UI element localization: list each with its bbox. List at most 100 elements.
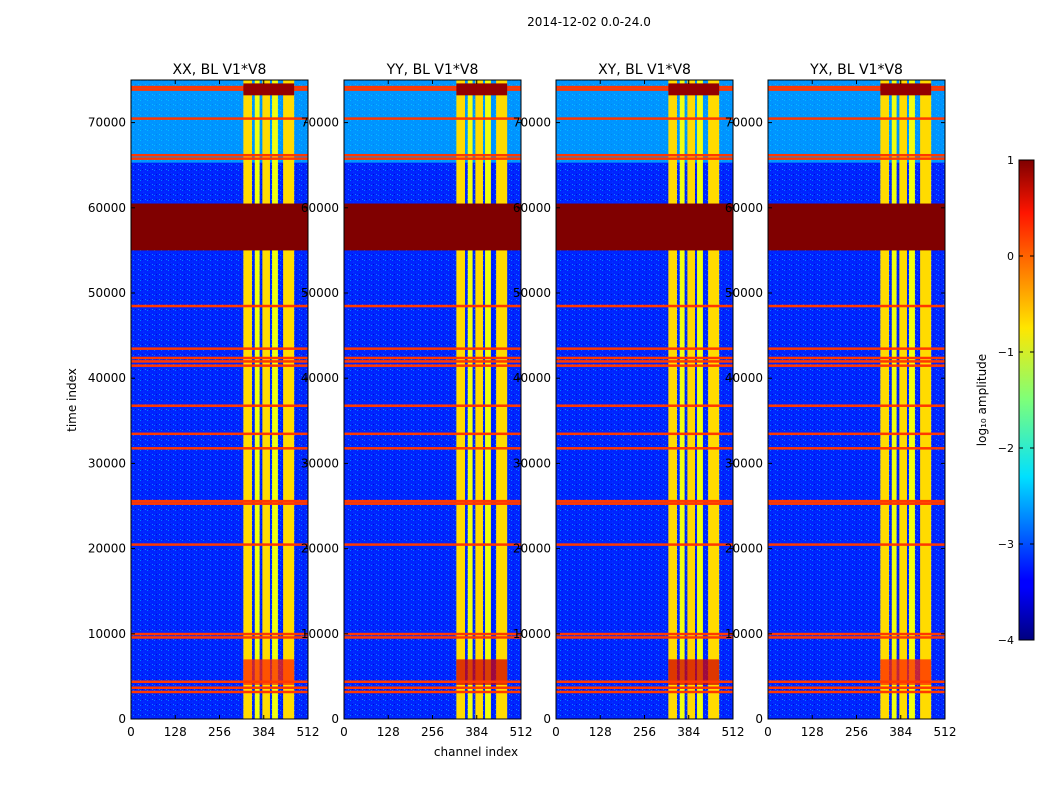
colorbar: −4 −3 −2 −1 0 1: [998, 154, 1035, 647]
y-tick-label: 20000: [88, 542, 126, 556]
flagged-row: [768, 502, 945, 505]
flagged-row: [556, 686, 733, 689]
y-tick-label: 0: [543, 712, 551, 726]
flagged-row: [131, 117, 308, 120]
colorbar-gradient: [1018, 159, 1035, 641]
rfi-band: [262, 80, 270, 719]
flagged-row: [344, 543, 521, 546]
flagged-row: [556, 88, 733, 91]
flagged-row: [556, 499, 733, 503]
flagged-row: [344, 364, 521, 367]
flagged-row: [131, 543, 308, 546]
flagged-row: [768, 88, 945, 91]
x-tick-label: 0: [127, 725, 135, 739]
x-tick-label: 512: [297, 725, 320, 739]
y-tick-label: 50000: [725, 286, 763, 300]
rfi-band: [467, 80, 473, 719]
flagged-row: [131, 686, 308, 689]
flagged-row: [131, 499, 308, 503]
flagged-row: [344, 632, 521, 636]
saturated-block: [556, 203, 733, 251]
rfi-band: [254, 80, 260, 719]
y-tick-label: 40000: [88, 371, 126, 385]
flagged-row: [556, 632, 733, 636]
flagged-row: [131, 85, 308, 89]
panel-xx: XX, BL V1*V8 0 128 256 384 512 0 10000 20000 3000…: [88, 62, 320, 739]
x-tick-label: 512: [934, 725, 957, 739]
flagged-row: [344, 447, 521, 450]
flagged-row: [344, 356, 521, 360]
flagged-row: [131, 364, 308, 367]
x-tick-label: 256: [633, 725, 656, 739]
flagged-row: [131, 636, 308, 639]
flagged-row: [556, 680, 733, 684]
flagged-row: [131, 304, 308, 308]
flagged-row: [344, 502, 521, 505]
flagged-row: [131, 447, 308, 450]
flagged-row: [768, 543, 945, 546]
flagged-row: [344, 85, 521, 89]
suptitle: 2014-12-02 0.0-24.0: [527, 15, 651, 29]
colorbar-tick-label: −3: [998, 538, 1014, 551]
rfi-band: [708, 80, 720, 719]
y-tick-label: 30000: [88, 456, 126, 470]
y-tick-label: 0: [331, 712, 339, 726]
saturated-block: [768, 203, 945, 251]
flagged-row: [344, 404, 521, 407]
rfi-band: [456, 80, 465, 719]
y-tick-label: 70000: [513, 116, 551, 130]
y-tick-label: 50000: [301, 286, 339, 300]
colorbar-tick-label: −2: [998, 442, 1014, 455]
rfi-band: [668, 80, 677, 719]
rfi-top-saturation: [880, 83, 932, 96]
y-tick-label: 30000: [301, 456, 339, 470]
x-tick-label: 0: [764, 725, 772, 739]
flagged-row: [556, 304, 733, 308]
flagged-row: [768, 432, 945, 436]
flagged-row: [768, 499, 945, 503]
panel-title: YY, BL V1*V8: [386, 62, 479, 78]
heatmap-noise: [556, 80, 733, 719]
flagged-row: [556, 502, 733, 505]
rfi-band: [243, 80, 252, 719]
flagged-row: [344, 636, 521, 639]
y-tick-label: 40000: [513, 371, 551, 385]
x-tick-label: 256: [421, 725, 444, 739]
flagged-row: [556, 543, 733, 546]
x-tick-label: 0: [340, 725, 348, 739]
flagged-row: [556, 157, 733, 160]
panel-title: YX, BL V1*V8: [809, 62, 903, 78]
flagged-row: [768, 686, 945, 689]
flagged-row: [131, 680, 308, 684]
rfi-band: [496, 80, 508, 719]
y-tick-label: 50000: [513, 286, 551, 300]
x-tick-label: 384: [889, 725, 912, 739]
rfi-band: [697, 80, 703, 719]
saturated-block: [131, 203, 308, 251]
flagged-row: [556, 356, 733, 360]
flagged-row: [556, 85, 733, 89]
flagged-row: [344, 499, 521, 503]
rfi-band: [679, 80, 685, 719]
flagged-row: [768, 304, 945, 308]
flagged-row: [344, 680, 521, 684]
flagged-row: [768, 636, 945, 639]
rfi-top-saturation: [668, 83, 720, 96]
panel-title: XY, BL V1*V8: [598, 62, 691, 78]
flagged-row: [556, 690, 733, 694]
panel-yy: YY, BL V1*V8 0 128 256 384 512 0 10000 20000 3000…: [301, 62, 533, 739]
rfi-band: [485, 80, 491, 719]
y-tick-label: 60000: [301, 201, 339, 215]
flagged-row: [131, 347, 308, 350]
flagged-row: [131, 157, 308, 160]
x-tick-label: 128: [377, 725, 400, 739]
flagged-row: [344, 304, 521, 308]
y-tick-label: 0: [755, 712, 763, 726]
flagged-row: [344, 88, 521, 91]
y-tick-label: 10000: [88, 627, 126, 641]
flagged-row: [131, 432, 308, 436]
flagged-row: [768, 447, 945, 450]
flagged-row: [344, 686, 521, 689]
y-tick-label: 20000: [725, 542, 763, 556]
flagged-row: [768, 356, 945, 360]
